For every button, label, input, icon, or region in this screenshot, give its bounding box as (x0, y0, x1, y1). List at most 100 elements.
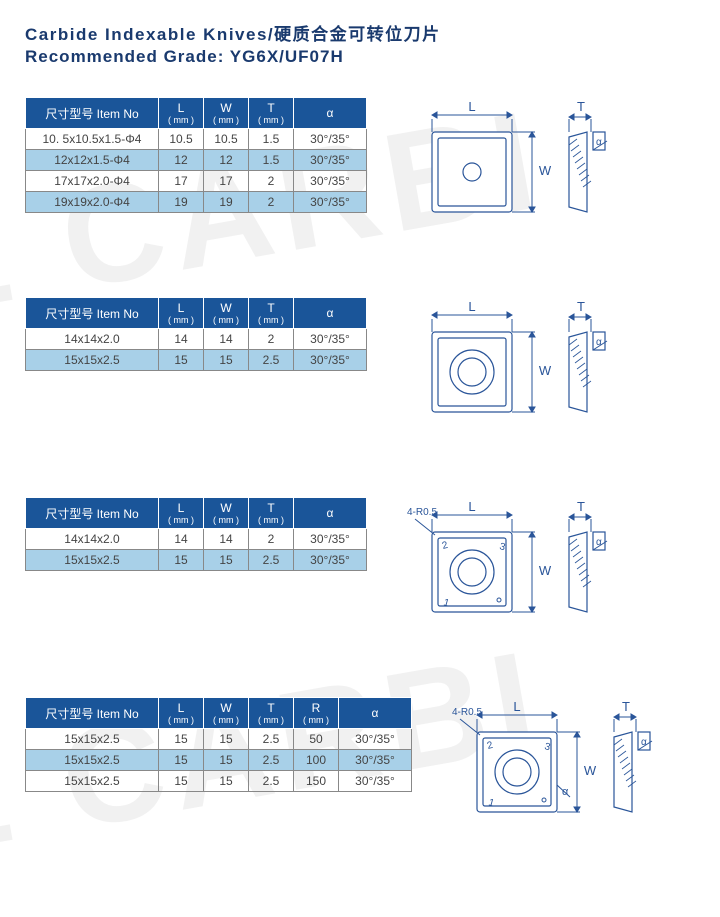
cell-item: 15x15x2.5 (26, 729, 159, 750)
cell-T: 2.5 (249, 750, 294, 771)
svg-text:T: T (622, 699, 630, 714)
svg-text:L: L (468, 99, 475, 114)
col-alpha: α (294, 298, 367, 329)
cell-alpha: 30°/35° (294, 192, 367, 213)
cell-T: 2.5 (249, 771, 294, 792)
col-T: T( mm ) (249, 698, 294, 729)
cell-item: 17x17x2.0-Φ4 (26, 171, 159, 192)
diagram-side-view: T α (563, 497, 613, 637)
cell-alpha: 30°/35° (339, 750, 412, 771)
cell-alpha: 30°/35° (339, 771, 412, 792)
col-T: T( mm ) (249, 298, 294, 329)
cell-T: 2.5 (249, 550, 294, 571)
cell-L: 15 (159, 550, 204, 571)
col-item: 尺寸型号 Item No (26, 698, 159, 729)
col-item: 尺寸型号 Item No (26, 298, 159, 329)
cell-T: 2 (249, 529, 294, 550)
col-alpha: α (339, 698, 412, 729)
cell-alpha: 30°/35° (294, 329, 367, 350)
col-alpha: α (294, 498, 367, 529)
table-row: 15x15x2.5 15 15 2.510030°/35° (26, 750, 412, 771)
svg-text:W: W (539, 163, 552, 178)
cell-W: 10.5 (204, 129, 249, 150)
cell-T: 2 (249, 329, 294, 350)
cell-W: 15 (204, 771, 249, 792)
spec-section: 尺寸型号 Item No L( mm ) W( mm ) T( mm )R( m… (25, 697, 695, 837)
cell-L: 15 (159, 350, 204, 371)
col-T: T( mm ) (249, 498, 294, 529)
diagram-top-view: L W (407, 97, 557, 237)
col-L: L( mm ) (159, 298, 204, 329)
diagram-top-view: L W (407, 297, 557, 437)
svg-text:L: L (513, 699, 520, 714)
cell-L: 15 (159, 750, 204, 771)
cell-W: 15 (204, 750, 249, 771)
svg-text:W: W (584, 763, 597, 778)
spec-section: 尺寸型号 Item No L( mm ) W( mm ) T( mm )α10.… (25, 97, 695, 237)
cell-T: 2 (249, 171, 294, 192)
col-W: W( mm ) (204, 698, 249, 729)
col-W: W( mm ) (204, 298, 249, 329)
cell-alpha: 30°/35° (339, 729, 412, 750)
diagram-side-view: T α (563, 297, 613, 437)
spec-table: 尺寸型号 Item No L( mm ) W( mm ) T( mm )α10.… (25, 97, 367, 213)
diagram-top-view: L 2 3 1 4-R0.5 W (407, 497, 557, 637)
svg-text:4-R0.5: 4-R0.5 (452, 707, 482, 718)
cell-item: 15x15x2.5 (26, 550, 159, 571)
table-row: 14x14x2.0 14 14 230°/35° (26, 329, 367, 350)
cell-item: 19x19x2.0-Φ4 (26, 192, 159, 213)
diagram-side-view: T α (608, 697, 658, 837)
cell-T: 2.5 (249, 350, 294, 371)
spec-table: 尺寸型号 Item No L( mm ) W( mm ) T( mm )α14x… (25, 297, 367, 371)
col-L: L( mm ) (159, 498, 204, 529)
cell-W: 12 (204, 150, 249, 171)
spec-section: 尺寸型号 Item No L( mm ) W( mm ) T( mm )α14x… (25, 297, 695, 437)
cell-T: 2.5 (249, 729, 294, 750)
cell-L: 12 (159, 150, 204, 171)
cell-item: 12x12x1.5-Φ4 (26, 150, 159, 171)
cell-item: 15x15x2.5 (26, 750, 159, 771)
table-row: 10. 5x10.5x1.5-Φ4 10.5 10.5 1.530°/35° (26, 129, 367, 150)
svg-text:T: T (577, 499, 585, 514)
cell-alpha: 30°/35° (294, 529, 367, 550)
cell-alpha: 30°/35° (294, 350, 367, 371)
cell-W: 15 (204, 350, 249, 371)
col-R: R( mm ) (294, 698, 339, 729)
spec-table: 尺寸型号 Item No L( mm ) W( mm ) T( mm )R( m… (25, 697, 412, 792)
page-title: Carbide Indexable Knives/硬质合金可转位刀片 (25, 20, 695, 45)
cell-item: 15x15x2.5 (26, 350, 159, 371)
svg-text:4-R0.5: 4-R0.5 (407, 507, 437, 518)
table-row: 17x17x2.0-Φ4 17 17 230°/35° (26, 171, 367, 192)
cell-L: 15 (159, 729, 204, 750)
cell-L: 17 (159, 171, 204, 192)
svg-text:W: W (539, 563, 552, 578)
svg-text:L: L (468, 299, 475, 314)
cell-W: 14 (204, 329, 249, 350)
col-W: W( mm ) (204, 498, 249, 529)
cell-alpha: 30°/35° (294, 129, 367, 150)
diagram-top-view: L 2 3 1 4-R0.5 W α (452, 697, 602, 837)
cell-L: 19 (159, 192, 204, 213)
cell-W: 17 (204, 171, 249, 192)
col-item: 尺寸型号 Item No (26, 98, 159, 129)
table-row: 15x15x2.5 15 15 2.530°/35° (26, 550, 367, 571)
cell-L: 15 (159, 771, 204, 792)
cell-W: 15 (204, 729, 249, 750)
cell-T: 1.5 (249, 129, 294, 150)
cell-item: 10. 5x10.5x1.5-Φ4 (26, 129, 159, 150)
cell-W: 15 (204, 550, 249, 571)
cell-item: 14x14x2.0 (26, 329, 159, 350)
cell-L: 10.5 (159, 129, 204, 150)
cell-R: 50 (294, 729, 339, 750)
table-row: 12x12x1.5-Φ4 12 12 1.530°/35° (26, 150, 367, 171)
cell-T: 2 (249, 192, 294, 213)
cell-item: 14x14x2.0 (26, 529, 159, 550)
diagram-side-view: T α (563, 97, 613, 237)
table-row: 15x15x2.5 15 15 2.530°/35° (26, 350, 367, 371)
svg-text:W: W (539, 363, 552, 378)
col-L: L( mm ) (159, 98, 204, 129)
cell-L: 14 (159, 329, 204, 350)
cell-R: 100 (294, 750, 339, 771)
cell-R: 150 (294, 771, 339, 792)
svg-text:α: α (562, 786, 569, 798)
